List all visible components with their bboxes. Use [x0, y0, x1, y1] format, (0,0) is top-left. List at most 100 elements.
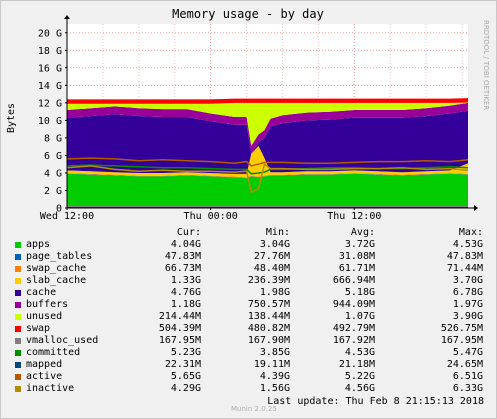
- legend-max-committed: 5.47G: [452, 347, 483, 358]
- legend-row-inactive: inactive 4.29G 1.56G 4.56G 6.33G: [0, 383, 497, 395]
- legend-cur-inactive: 4.29G: [170, 383, 201, 394]
- y-tick-label: 2 G: [44, 186, 62, 197]
- area-swap: [67, 98, 468, 104]
- legend-avg-mapped: 21.18M: [338, 359, 375, 370]
- legend-label-buffers: buffers: [26, 299, 69, 310]
- legend-label-apps: apps: [26, 239, 51, 250]
- y-tick-label: 10 G: [38, 116, 62, 127]
- legend-min-apps: 3.04G: [259, 239, 290, 250]
- legend-swatch-cache: [15, 290, 21, 296]
- legend-label-vmalloc-used: vmalloc_used: [26, 335, 99, 346]
- x-tick-labels: Wed 12:00 Thu 00:00 Thu 12:00: [40, 208, 381, 222]
- legend-avg-unused: 1.07G: [344, 311, 375, 322]
- legend-label-page-tables: page_tables: [26, 251, 93, 262]
- legend-row-buffers: buffers 1.18G 750.57M 944.09M 1.97G: [0, 299, 497, 311]
- legend-cur-slab-cache: 1.33G: [170, 275, 201, 286]
- legend-max-mapped: 24.65M: [446, 359, 483, 370]
- legend-max-active: 6.51G: [452, 371, 483, 382]
- legend-header-cur: Cur:: [176, 227, 201, 238]
- legend-swatch-buffers: [15, 302, 21, 308]
- x-tick-label: Wed 12:00: [40, 211, 94, 222]
- legend-swatch-slab-cache: [15, 278, 21, 284]
- legend-max-swap-cache: 71.44M: [446, 263, 483, 274]
- legend-swatch-mapped: [15, 362, 21, 368]
- legend-header-max: Max:: [458, 227, 483, 238]
- legend-header: Cur: Min: Avg: Max:: [0, 227, 497, 239]
- legend-cur-mapped: 22.31M: [164, 359, 201, 370]
- legend-cur-active: 5.65G: [170, 371, 201, 382]
- legend-row-cache: cache 4.76G 1.98G 5.18G 6.78G: [0, 287, 497, 299]
- legend-cur-swap: 504.39M: [158, 323, 201, 334]
- legend-header-min: Min:: [265, 227, 290, 238]
- stacked-areas: [67, 98, 468, 208]
- legend-swatch-swap: [15, 326, 21, 332]
- legend-swatch-inactive: [15, 386, 21, 392]
- legend-cur-vmalloc-used: 167.95M: [158, 335, 201, 346]
- legend-row-mapped: mapped 22.31M 19.11M 21.18M 24.65M: [0, 359, 497, 371]
- y-tick-label: 16 G: [38, 63, 62, 74]
- legend-avg-swap: 492.79M: [332, 323, 375, 334]
- rrdtool-credit: RRDTOOL / TOBI OETIKER: [482, 20, 490, 111]
- legend-avg-slab-cache: 666.94M: [332, 275, 375, 286]
- legend-max-page-tables: 47.83M: [446, 251, 483, 262]
- y-tick-label: 14 G: [38, 81, 62, 92]
- legend-swatch-committed: [15, 350, 21, 356]
- legend-max-unused: 3.90G: [452, 311, 483, 322]
- legend-min-unused: 138.44M: [247, 311, 290, 322]
- x-tick-label: Thu 12:00: [327, 211, 381, 222]
- legend-cur-buffers: 1.18G: [170, 299, 201, 310]
- legend-min-vmalloc-used: 167.90M: [247, 335, 290, 346]
- legend-row-slab-cache: slab_cache 1.33G 236.39M 666.94M 3.70G: [0, 275, 497, 287]
- area-swap-cache: [67, 173, 468, 178]
- area-cache: [67, 110, 468, 174]
- legend-row-committed: committed 5.23G 3.85G 4.53G 5.47G: [0, 347, 497, 359]
- y-tick-label: 8 G: [44, 133, 62, 144]
- legend-label-committed: committed: [26, 347, 81, 358]
- legend-row-swap: swap 504.39M 480.82M 492.79M 526.75M: [0, 323, 497, 335]
- area-apps: [67, 173, 468, 208]
- x-axis-arrow: [474, 205, 478, 211]
- legend-avg-page-tables: 31.08M: [338, 251, 375, 262]
- legend-row-unused: unused 214.44M 138.44M 1.07G 3.90G: [0, 311, 497, 323]
- y-tick-labels: 0 2 G 4 G 6 G 8 G 10 G 12 G 14 G 16 G 18 G 20 G: [38, 28, 67, 215]
- footer: Last update: Thu Feb 8 21:15:13 2018: [0, 396, 497, 408]
- legend-label-inactive: inactive: [26, 383, 75, 394]
- legend-min-active: 4.39G: [259, 371, 290, 382]
- legend-swatch-swap-cache: [15, 266, 21, 272]
- legend-avg-buffers: 944.09M: [332, 299, 375, 310]
- legend-avg-vmalloc-used: 167.92M: [332, 335, 375, 346]
- legend-row-apps: apps 4.04G 3.04G 3.72G 4.53G: [0, 239, 497, 251]
- legend-header-avg: Avg:: [350, 227, 375, 238]
- legend-label-slab-cache: slab_cache: [26, 275, 87, 286]
- y-tick-label: 4 G: [44, 168, 62, 179]
- legend-swatch-unused: [15, 314, 21, 320]
- area-page-tables: [67, 173, 468, 179]
- x-tick-label: Thu 00:00: [184, 211, 238, 222]
- legend-max-swap: 526.75M: [440, 323, 483, 334]
- legend-label-unused: unused: [26, 311, 63, 322]
- legend-swatch-active: [15, 374, 21, 380]
- legend-cur-unused: 214.44M: [158, 311, 201, 322]
- legend-label-active: active: [26, 371, 63, 382]
- legend-swatch-vmalloc-used: [15, 338, 21, 344]
- legend-cur-apps: 4.04G: [170, 239, 201, 250]
- legend-cur-committed: 5.23G: [170, 347, 201, 358]
- legend-row-page-tables: page_tables 47.83M 27.76M 31.08M 47.83M: [0, 251, 497, 263]
- legend-swatch-page-tables: [15, 254, 21, 260]
- legend-row-vmalloc-used: vmalloc_used 167.95M 167.90M 167.92M 167.95M: [0, 335, 497, 347]
- y-tick-label: 18 G: [38, 46, 62, 57]
- legend-avg-cache: 5.18G: [344, 287, 375, 298]
- y-tick-label: 20 G: [38, 28, 62, 39]
- legend-avg-committed: 4.53G: [344, 347, 375, 358]
- last-update: Last update: Thu Feb 8 21:15:13 2018: [267, 396, 484, 407]
- legend-min-cache: 1.98G: [259, 287, 290, 298]
- y-axis-label: Bytes: [6, 103, 17, 133]
- legend-avg-active: 5.22G: [344, 371, 375, 382]
- legend-min-page-tables: 27.76M: [253, 251, 290, 262]
- legend-avg-apps: 3.72G: [344, 239, 375, 250]
- legend-cur-cache: 4.76G: [170, 287, 201, 298]
- legend-label-swap-cache: swap_cache: [26, 263, 87, 274]
- legend-row-swap-cache: swap_cache 66.73M 48.40M 61.71M 71.44M: [0, 263, 497, 275]
- y-axis-arrow: [64, 15, 70, 19]
